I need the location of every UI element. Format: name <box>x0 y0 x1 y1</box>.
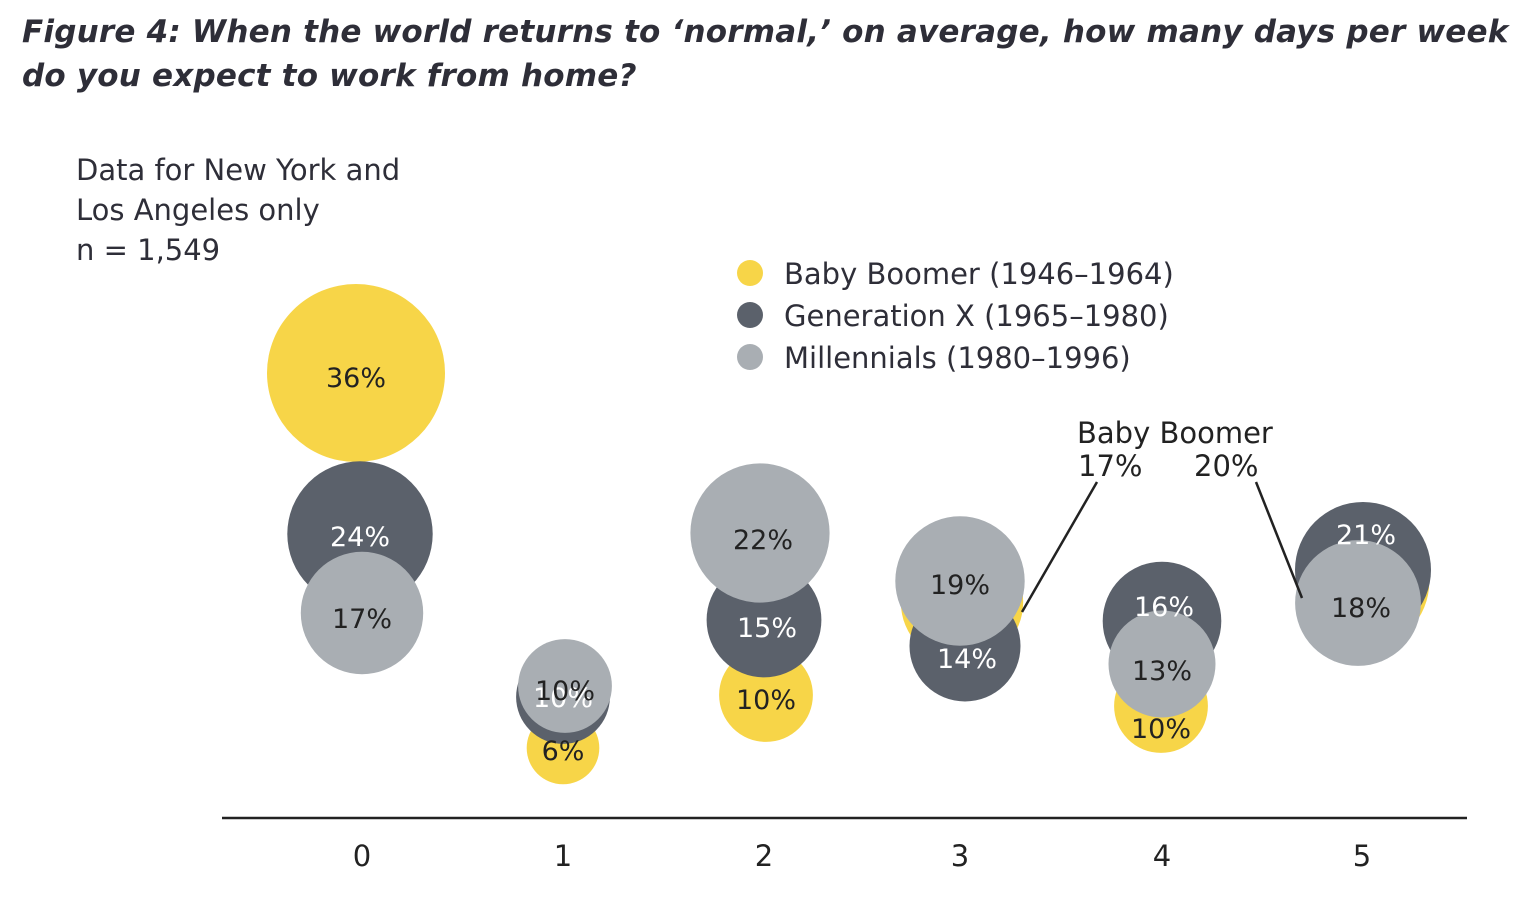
note-line-3: n = 1,549 <box>76 233 221 267</box>
x-tick-label-2: 2 <box>755 839 773 873</box>
x-tick-label-1: 1 <box>554 839 572 873</box>
bubble-millennials-2 <box>690 463 830 603</box>
data-label-baby-boomer-2: 10% <box>736 685 796 716</box>
data-label-generation-x-5: 21% <box>1336 520 1396 551</box>
data-label-millennials-1: 10% <box>535 676 595 707</box>
data-label-generation-x-0: 24% <box>330 522 390 553</box>
bubble-cluster-5: 21% 18% <box>1295 502 1431 666</box>
note-line-1: Data for New York and <box>76 153 401 187</box>
legend-swatch-millennials <box>737 344 763 370</box>
data-label-baby-boomer-1: 6% <box>542 736 585 767</box>
legend-item-generation-x: Generation X (1965–1980) <box>737 299 1169 333</box>
x-tick-label-4: 4 <box>1153 839 1171 873</box>
bubble-millennials-1 <box>518 639 612 733</box>
bubble-millennials-0 <box>300 551 424 675</box>
x-tick-label-3: 3 <box>951 839 969 873</box>
data-label-baby-boomer-0: 36% <box>326 363 386 394</box>
legend-label-millennials: Millennials (1980–1996) <box>784 341 1131 375</box>
data-label-generation-x-2: 15% <box>737 613 797 644</box>
callout-leader-day-3 <box>1020 481 1099 613</box>
legend: Baby Boomer (1946–1964) Generation X (196… <box>737 257 1174 375</box>
legend-swatch-baby-boomer <box>737 260 763 286</box>
data-label-millennials-3: 19% <box>930 570 990 601</box>
data-label-millennials-5: 18% <box>1331 593 1391 624</box>
data-label-millennials-2: 22% <box>733 525 793 556</box>
bubble-millennials-4 <box>1108 610 1216 718</box>
bubble-cluster-0: 36% 24% 17% <box>267 284 445 675</box>
sample-note: Data for New York and Los Angeles only n… <box>76 150 400 270</box>
bubble-cluster-4: 10% 16% 13% <box>1102 561 1222 753</box>
bubble-baby-boomer-0 <box>267 284 445 462</box>
x-tick-label-0: 0 <box>353 839 371 873</box>
legend-item-baby-boomer: Baby Boomer (1946–1964) <box>737 257 1174 291</box>
legend-item-millennials: Millennials (1980–1996) <box>737 341 1131 375</box>
data-label-millennials-4: 13% <box>1132 656 1192 687</box>
data-label-generation-x-3: 14% <box>937 644 997 675</box>
x-axis: 0 1 2 3 4 5 <box>222 816 1467 873</box>
bubbles: 36%24%17%6%10%10% 10%15%22%14%19%10%16%13… <box>267 284 1431 785</box>
callout-label-day-5: 20% <box>1194 449 1258 483</box>
callout-leader-day-5 <box>1254 481 1304 599</box>
data-label-baby-boomer-4: 10% <box>1131 714 1191 745</box>
bubble-cluster-3: 14% 19% <box>895 516 1025 702</box>
note-line-2: Los Angeles only <box>76 193 320 227</box>
bubble-millennials-5 <box>1295 540 1421 666</box>
data-label-generation-x-1: 10% <box>533 683 593 714</box>
legend-label-generation-x: Generation X (1965–1980) <box>784 299 1169 333</box>
callout-title: Baby Boomer <box>1077 416 1273 450</box>
figure-title: Figure 4: When the world returns to ‘nor… <box>22 14 1509 94</box>
legend-label-baby-boomer: Baby Boomer (1946–1964) <box>784 257 1174 291</box>
callout-label-day-3: 17% <box>1078 449 1142 483</box>
bubble-cluster-1: 6% 10%10% <box>516 639 612 785</box>
data-label-generation-x-4: 16% <box>1134 592 1194 623</box>
x-tick-label-5: 5 <box>1353 839 1371 873</box>
legend-swatch-generation-x <box>737 302 763 328</box>
bubble-cluster-2: 10% 15% 22% <box>690 463 830 742</box>
data-label-millennials-0: 17% <box>332 604 392 635</box>
bubble-millennials-3 <box>895 516 1025 646</box>
